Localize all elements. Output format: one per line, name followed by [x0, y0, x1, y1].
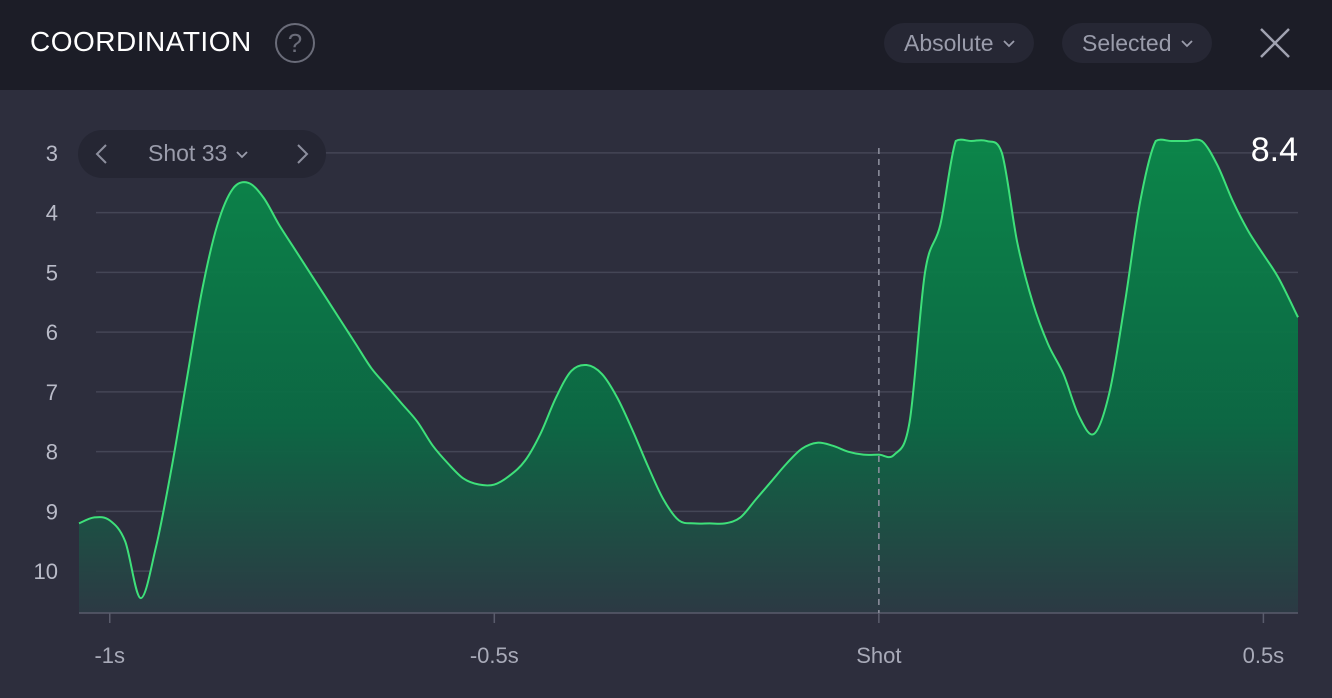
x-tick-label: 0.5s: [1243, 643, 1285, 668]
series-line: [78, 138, 1299, 600]
y-tick-label: 7: [46, 380, 58, 405]
chevron-down-icon: [1180, 40, 1193, 48]
panel-header: COORDINATION ? Absolute Selected: [0, 0, 1332, 90]
chevron-right-icon[interactable]: [290, 142, 314, 166]
filter-dropdown[interactable]: Selected: [1062, 23, 1212, 63]
filter-dropdown-label: Selected: [1082, 29, 1172, 56]
chevron-down-icon: [236, 150, 248, 158]
series-area: [79, 139, 1298, 614]
panel-title: COORDINATION: [30, 26, 252, 57]
chevron-left-icon[interactable]: [90, 142, 114, 166]
shot-navigator: Shot 33: [78, 130, 326, 178]
y-tick-label: 5: [46, 260, 58, 285]
shot-selector-label: Shot 33: [148, 140, 228, 166]
chart-svg: 3 4 5 6 7 8 9 10 -1s -0.5s Shot 0.5s: [34, 138, 1299, 668]
shot-selector[interactable]: Shot 33: [148, 140, 249, 167]
value-readout: 8.4: [1250, 131, 1298, 169]
mode-dropdown-label: Absolute: [904, 29, 994, 56]
chevron-down-icon: [1002, 40, 1015, 48]
x-tick-label: Shot: [856, 643, 901, 668]
help-icon[interactable]: ?: [275, 23, 315, 63]
x-tick-label: -0.5s: [470, 643, 519, 668]
coordination-chart: 3 4 5 6 7 8 9 10 -1s -0.5s Shot 0.5s: [0, 90, 1332, 698]
mode-dropdown[interactable]: Absolute: [884, 23, 1034, 63]
y-tick-label: 8: [46, 440, 58, 465]
y-tick-label: 4: [46, 201, 58, 226]
x-tick-label: -1s: [94, 643, 125, 668]
y-tick-label: 9: [46, 499, 58, 524]
close-icon[interactable]: [1256, 24, 1294, 62]
y-tick-label: 6: [46, 320, 58, 345]
y-tick-label: 10: [34, 559, 58, 584]
y-tick-label: 3: [46, 141, 58, 166]
